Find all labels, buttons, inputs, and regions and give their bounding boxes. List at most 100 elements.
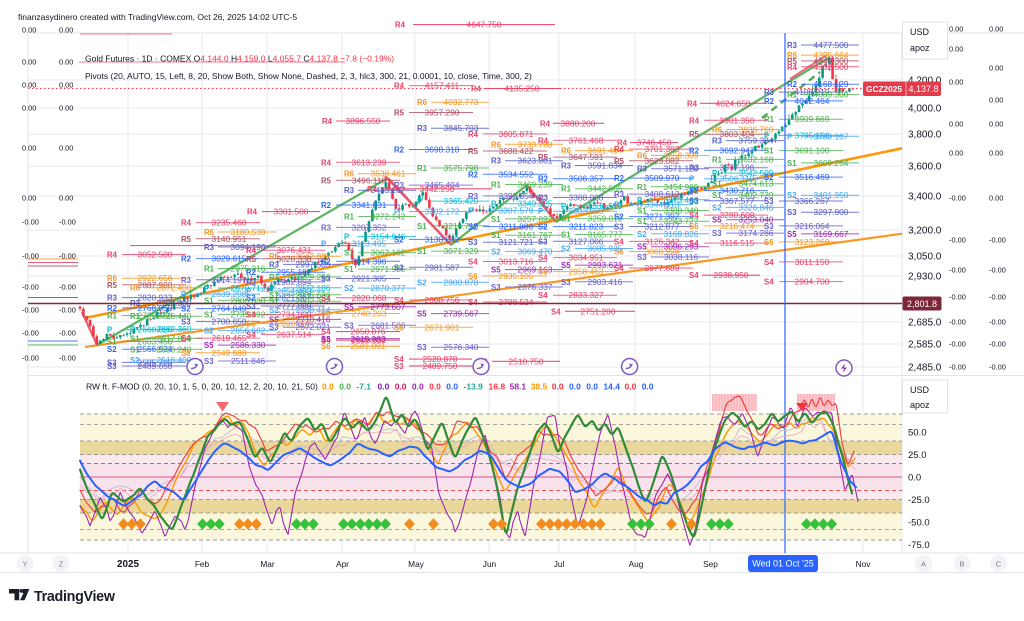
svg-text:TradingView: TradingView bbox=[34, 589, 116, 605]
svg-text:3909.669: 3909.669 bbox=[795, 114, 830, 124]
svg-text:R3: R3 bbox=[468, 192, 479, 201]
svg-text:R2: R2 bbox=[764, 97, 775, 106]
svg-text:P: P bbox=[561, 202, 566, 211]
svg-text:S3: S3 bbox=[764, 222, 774, 231]
svg-text:3301.500: 3301.500 bbox=[274, 207, 309, 217]
svg-text:S4: S4 bbox=[538, 291, 548, 300]
svg-text:-0.00: -0.00 bbox=[59, 306, 76, 315]
svg-text:2758.414: 2758.414 bbox=[296, 305, 331, 315]
svg-text:2876.337: 2876.337 bbox=[518, 282, 553, 292]
svg-text:R4: R4 bbox=[617, 139, 628, 148]
svg-text:3701.383: 3701.383 bbox=[645, 144, 680, 154]
svg-text:3542.509: 3542.509 bbox=[739, 168, 774, 178]
svg-text:3367.577: 3367.577 bbox=[720, 196, 755, 206]
svg-text:3071.329: 3071.329 bbox=[444, 246, 479, 256]
svg-text:3,200.0: 3,200.0 bbox=[908, 226, 942, 237]
svg-text:S4: S4 bbox=[321, 294, 331, 303]
svg-text:3068.994: 3068.994 bbox=[645, 247, 680, 257]
svg-text:R5: R5 bbox=[107, 281, 118, 290]
svg-text:0.00: 0.00 bbox=[22, 194, 36, 203]
svg-text:0.0: 0.0 bbox=[552, 382, 564, 392]
svg-text:2997.505: 2997.505 bbox=[296, 259, 331, 269]
svg-text:3433.267: 3433.267 bbox=[371, 185, 406, 195]
svg-text:3759.384: 3759.384 bbox=[739, 136, 774, 146]
svg-text:2,801.8: 2,801.8 bbox=[907, 299, 937, 309]
svg-text:S5: S5 bbox=[204, 341, 214, 350]
svg-text:Wed 01 Oct '25: Wed 01 Oct '25 bbox=[752, 559, 814, 569]
svg-text:S5: S5 bbox=[321, 335, 331, 344]
svg-text:2777.889: 2777.889 bbox=[277, 301, 312, 311]
svg-text:2662.360: 2662.360 bbox=[157, 324, 192, 334]
svg-text:S4: S4 bbox=[614, 237, 624, 246]
svg-text:R1: R1 bbox=[764, 115, 775, 124]
svg-text:2820.068: 2820.068 bbox=[352, 293, 387, 303]
svg-text:0.00: 0.00 bbox=[59, 58, 73, 67]
svg-text:S1: S1 bbox=[712, 180, 722, 189]
svg-text:S4: S4 bbox=[764, 278, 774, 287]
svg-text:R6: R6 bbox=[637, 152, 648, 161]
svg-text:R3: R3 bbox=[394, 181, 405, 190]
svg-text:2870.717: 2870.717 bbox=[231, 283, 266, 293]
svg-text:2672.021: 2672.021 bbox=[296, 322, 331, 332]
svg-text:3575.798: 3575.798 bbox=[444, 163, 479, 173]
svg-text:R3: R3 bbox=[204, 243, 215, 252]
svg-text:2914.197: 2914.197 bbox=[212, 275, 247, 285]
svg-text:2650.876: 2650.876 bbox=[351, 327, 386, 337]
svg-text:3302.172: 3302.172 bbox=[425, 207, 460, 217]
svg-text:2802.382: 2802.382 bbox=[296, 296, 331, 306]
svg-text:4349.300: 4349.300 bbox=[814, 56, 849, 66]
svg-text:-0.00: -0.00 bbox=[949, 194, 966, 203]
svg-text:Sep: Sep bbox=[703, 559, 718, 569]
svg-text:S2: S2 bbox=[787, 191, 797, 200]
svg-text:3207.352: 3207.352 bbox=[352, 222, 387, 232]
svg-text:R3: R3 bbox=[491, 157, 502, 166]
svg-text:3094.190: 3094.190 bbox=[231, 242, 266, 252]
svg-text:Aug: Aug bbox=[629, 559, 644, 569]
svg-text:3408.612: 3408.612 bbox=[645, 189, 680, 199]
svg-text:S5: S5 bbox=[269, 315, 279, 324]
svg-text:Gold Futures · 1D · COMEX O4,: Gold Futures · 1D · COMEX O4,144.0 H4,15… bbox=[85, 54, 394, 64]
svg-text:2872.186: 2872.186 bbox=[296, 283, 331, 293]
svg-text:R5: R5 bbox=[538, 153, 549, 162]
svg-text:3211.886: 3211.886 bbox=[499, 222, 534, 232]
svg-text:S5: S5 bbox=[787, 230, 797, 239]
svg-text:2739.567: 2739.567 bbox=[444, 309, 479, 319]
svg-text:S5: S5 bbox=[637, 243, 647, 252]
svg-text:R1: R1 bbox=[712, 155, 723, 164]
svg-text:3297.900: 3297.900 bbox=[814, 207, 849, 217]
svg-text:3062.162: 3062.162 bbox=[371, 248, 406, 258]
svg-text:R2: R2 bbox=[246, 268, 257, 277]
svg-text:2615.983: 2615.983 bbox=[351, 334, 386, 344]
svg-text:3085.935: 3085.935 bbox=[588, 244, 623, 254]
svg-text:-0.00: -0.00 bbox=[989, 340, 1006, 349]
svg-text:4477.500: 4477.500 bbox=[814, 40, 849, 50]
svg-text:2735.392: 2735.392 bbox=[231, 309, 266, 319]
svg-text:S1: S1 bbox=[712, 191, 722, 200]
svg-text:R6: R6 bbox=[344, 170, 355, 179]
svg-text:0.00: 0.00 bbox=[989, 64, 1003, 73]
svg-text:2975.316: 2975.316 bbox=[231, 264, 266, 274]
svg-text:R4: R4 bbox=[614, 145, 625, 154]
svg-text:3127.066: 3127.066 bbox=[569, 236, 604, 246]
svg-text:S3: S3 bbox=[107, 362, 117, 371]
svg-text:S1: S1 bbox=[764, 147, 774, 156]
svg-text:S6: S6 bbox=[614, 248, 624, 257]
svg-text:0.00: 0.00 bbox=[59, 81, 73, 90]
svg-text:-0.00: -0.00 bbox=[989, 236, 1006, 245]
svg-text:-0.00: -0.00 bbox=[22, 283, 39, 292]
svg-text:3138.042: 3138.042 bbox=[425, 234, 460, 244]
svg-text:S4: S4 bbox=[689, 271, 699, 280]
svg-text:0.00: 0.00 bbox=[949, 120, 963, 129]
svg-text:3165.777: 3165.777 bbox=[588, 230, 623, 240]
svg-text:S3: S3 bbox=[246, 302, 256, 311]
svg-text:3096.293: 3096.293 bbox=[664, 242, 699, 252]
svg-text:R4: R4 bbox=[107, 251, 118, 260]
svg-text:0.0: 0.0 bbox=[412, 382, 424, 392]
svg-text:4024.650: 4024.650 bbox=[716, 98, 751, 108]
svg-text:-0.00: -0.00 bbox=[22, 252, 39, 261]
svg-text:S4: S4 bbox=[246, 311, 256, 320]
svg-text:3691.100: 3691.100 bbox=[795, 146, 830, 156]
svg-text:apoz: apoz bbox=[910, 43, 930, 53]
svg-text:S4: S4 bbox=[246, 330, 256, 339]
svg-text:S2: S2 bbox=[394, 235, 404, 244]
